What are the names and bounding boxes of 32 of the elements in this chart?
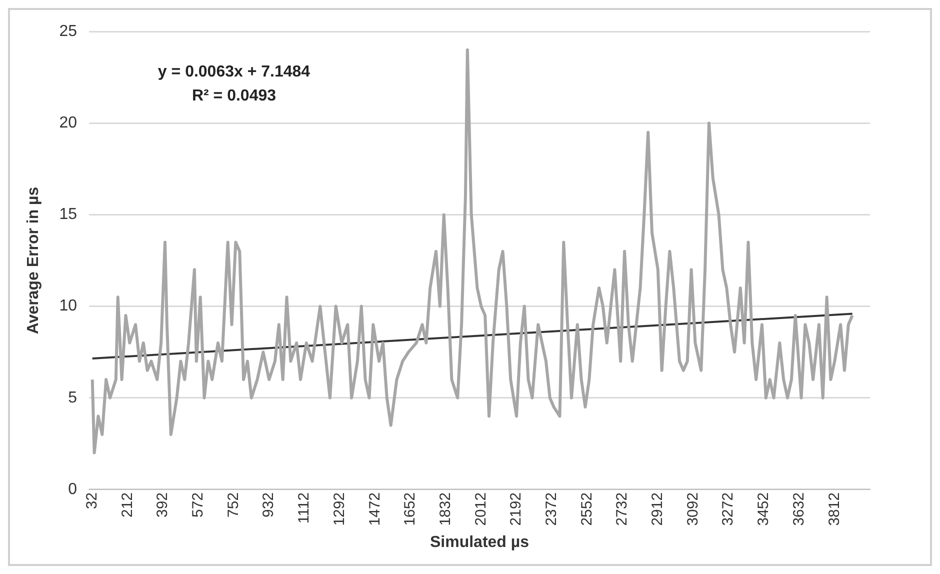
y-axis-title: Average Error in µs [25, 186, 42, 334]
x-tick-label: 1832 [436, 492, 454, 526]
x-tick-label: 3272 [720, 492, 737, 526]
x-tick-label: 2732 [614, 492, 631, 526]
annotation: R² = 0.0493 [192, 88, 276, 105]
x-tick-label: 1292 [330, 492, 348, 526]
x-tick-label: 2912 [649, 492, 666, 526]
y-tick-label: 10 [59, 298, 78, 315]
x-tick-label: 3092 [684, 492, 702, 526]
x-tick-label: 32 [83, 492, 100, 510]
x-tick-label: 752 [224, 492, 242, 518]
x-tick-label: 2372 [543, 492, 560, 526]
y-tick-label: 15 [59, 206, 78, 224]
x-tick-label: 392 [154, 492, 172, 518]
x-tick-label: 2012 [472, 492, 490, 526]
x-tick-label: 3632 [790, 492, 808, 526]
x-tick-label: 2552 [578, 492, 596, 526]
x-tick-label: 3452 [755, 492, 772, 526]
x-tick-label: 3812 [826, 492, 843, 526]
x-tick-label: 932 [260, 492, 278, 518]
y-tick-label: 20 [59, 114, 78, 132]
annotation: y = 0.0063x + 7.1484 [158, 64, 310, 81]
y-tick-label: 25 [59, 23, 78, 40]
y-tick-label: 5 [68, 389, 78, 406]
x-tick-label: 572 [190, 492, 207, 518]
x-tick-label: 1472 [366, 492, 384, 526]
x-tick-label: 212 [118, 492, 136, 518]
x-tick-label: 1112 [296, 492, 313, 524]
x-tick-label: 1652 [402, 492, 419, 526]
x-axis-title: Simulated µs [430, 534, 530, 551]
x-tick-label: 2192 [508, 492, 525, 526]
y-tick-label: 0 [68, 480, 78, 498]
